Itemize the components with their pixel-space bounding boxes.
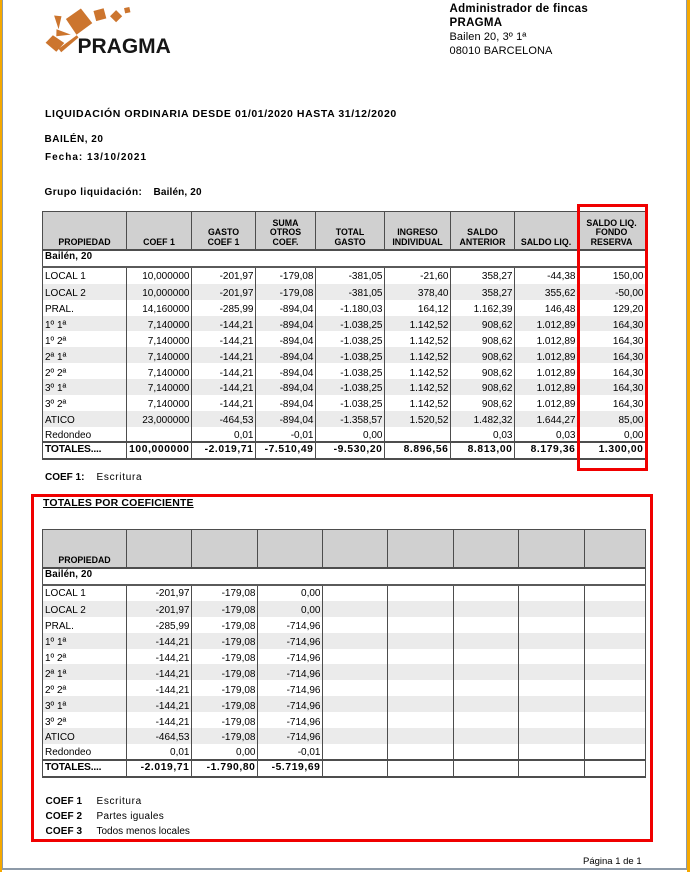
svg-text:PRAGMA: PRAGMA [78,35,171,56]
